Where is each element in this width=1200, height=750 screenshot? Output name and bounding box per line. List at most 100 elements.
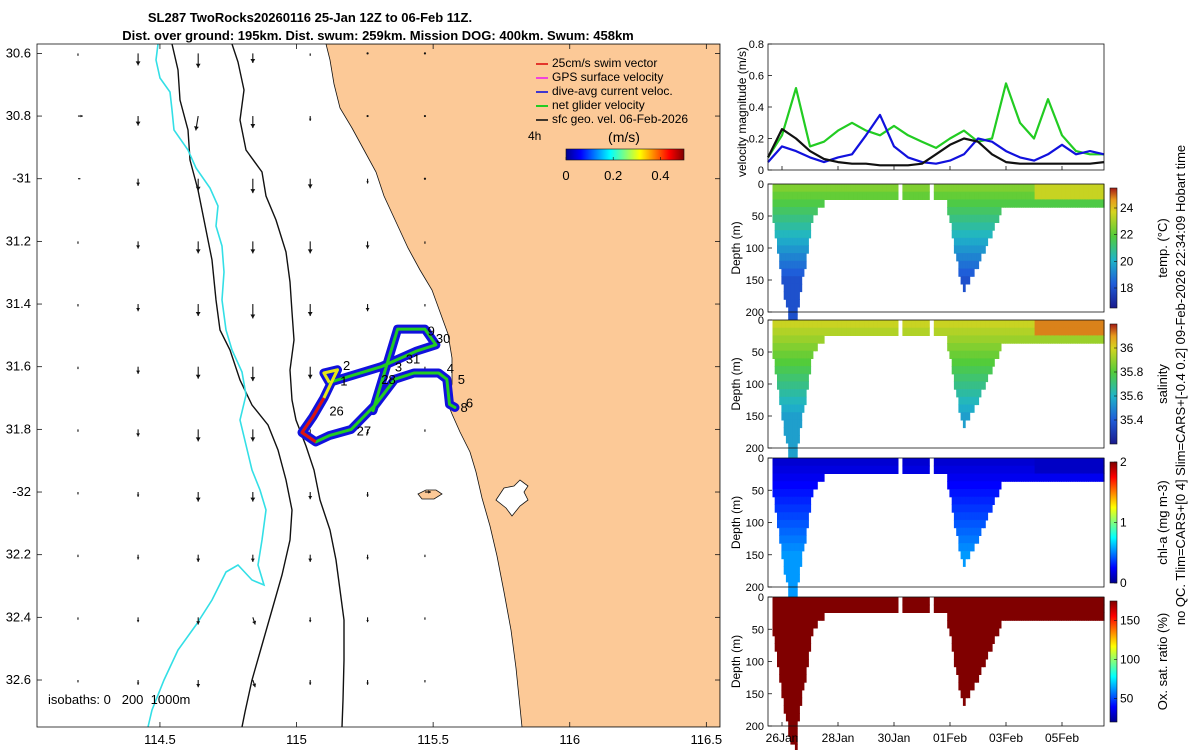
section-cell — [797, 643, 800, 652]
section-cell — [989, 358, 993, 367]
section-cell — [806, 465, 809, 474]
section-cell — [790, 299, 794, 308]
section-cell — [969, 682, 973, 691]
section-cell — [864, 320, 868, 329]
section-cell — [967, 184, 971, 193]
section-cell — [965, 268, 968, 277]
section-cell — [801, 674, 805, 683]
section-cell — [980, 504, 984, 513]
section-cell — [1034, 597, 1038, 606]
section-cell — [817, 199, 821, 208]
section-cell — [781, 658, 785, 668]
section-cell — [1072, 320, 1076, 329]
section-cell — [1018, 191, 1022, 200]
section-cell — [783, 666, 787, 675]
section-cell — [1034, 473, 1038, 482]
section-cell — [781, 327, 785, 336]
section-cell — [792, 574, 796, 583]
section-cell — [985, 628, 989, 637]
section-cell — [783, 327, 787, 336]
section-cell — [956, 620, 959, 629]
section-cell — [794, 581, 798, 591]
map-xtick-label: 115 — [286, 732, 307, 747]
section-cell — [1021, 612, 1024, 621]
section-cell — [792, 350, 796, 359]
section-cell — [938, 597, 941, 606]
section-cell — [974, 327, 977, 336]
section-cell — [810, 207, 814, 216]
section-cell — [989, 327, 993, 336]
section-cell — [985, 481, 989, 490]
section-cell — [783, 276, 787, 285]
section-cell — [906, 458, 910, 467]
section-cell — [924, 320, 928, 329]
section-cell — [971, 358, 975, 367]
section-cell — [859, 327, 863, 336]
section-cell — [891, 191, 894, 200]
section-cell — [792, 566, 796, 575]
section-cell — [1032, 465, 1036, 474]
section-cell — [1052, 199, 1056, 208]
section-cell — [777, 481, 780, 490]
section-cell — [956, 207, 959, 216]
section-cell — [1083, 199, 1087, 208]
section-cell — [1018, 597, 1022, 606]
section-cell — [1005, 612, 1009, 621]
section-cell — [799, 635, 803, 644]
section-cell — [1012, 335, 1015, 344]
section-cell — [797, 489, 800, 498]
section-cell — [855, 327, 859, 336]
section-cell — [1095, 465, 1098, 474]
section-cell — [788, 604, 791, 613]
section-cell — [947, 620, 950, 629]
geo-vector-arrow — [77, 178, 81, 180]
section-cell — [1007, 458, 1011, 467]
section-cell — [976, 207, 980, 216]
section-cell — [801, 381, 805, 390]
section-cell — [875, 458, 879, 467]
section-cell — [971, 184, 975, 193]
section-cell — [996, 199, 1000, 208]
section-cell — [1052, 327, 1056, 336]
section-cell — [1092, 473, 1096, 482]
section-cell — [1007, 199, 1011, 208]
section-cell — [998, 458, 1002, 467]
section-cell — [1101, 458, 1105, 467]
section-cell — [985, 327, 989, 336]
section-cell — [940, 597, 944, 606]
section-cell — [788, 207, 791, 216]
geo-vector-arrow — [136, 492, 140, 497]
section-cell — [989, 643, 993, 652]
section-cell — [790, 643, 794, 652]
section-cell — [1065, 473, 1069, 482]
section-cell — [967, 635, 971, 644]
section-cell — [790, 314, 794, 323]
section-cell — [806, 643, 809, 652]
section-cell — [1041, 604, 1045, 613]
section-cell — [797, 550, 800, 560]
section-cell — [951, 320, 955, 329]
section-cell — [788, 253, 791, 262]
section-cell — [788, 481, 791, 490]
section-cell — [920, 465, 924, 474]
section-cell — [989, 343, 993, 352]
section-cell — [976, 343, 980, 352]
section-cell — [1005, 473, 1009, 482]
section-cell — [994, 481, 997, 490]
section-cell — [871, 327, 874, 336]
section-cell — [1023, 597, 1027, 606]
section-colorbar-tick-label: 20 — [1120, 254, 1134, 268]
section-colorbar-tick-label: 22 — [1120, 228, 1134, 242]
section-cell — [788, 327, 791, 336]
section-cell — [790, 427, 794, 436]
section-cell — [781, 628, 785, 637]
section-cell — [971, 260, 975, 270]
section-cell — [967, 604, 971, 613]
section-cell — [803, 222, 807, 231]
section-cell — [799, 214, 803, 223]
section-cell — [1009, 597, 1013, 606]
section-cell — [797, 350, 800, 359]
section-cell — [980, 358, 984, 367]
section-cell — [974, 366, 977, 375]
section-cell — [962, 628, 966, 637]
